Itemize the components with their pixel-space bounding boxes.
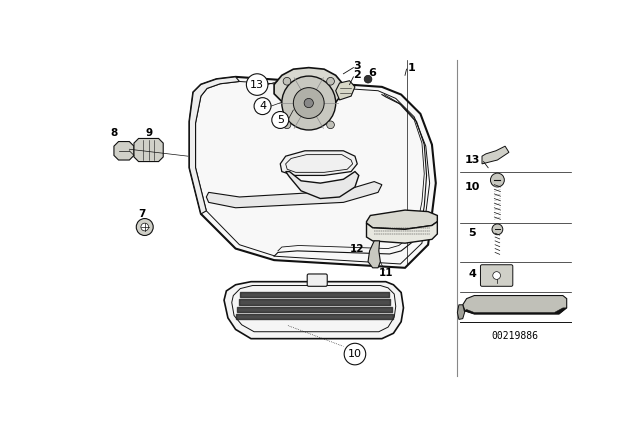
Polygon shape: [368, 241, 380, 268]
Polygon shape: [189, 77, 436, 268]
Text: 6: 6: [369, 68, 376, 78]
Text: 10: 10: [348, 349, 362, 359]
Circle shape: [254, 98, 271, 115]
Polygon shape: [274, 68, 344, 109]
Text: 2: 2: [353, 70, 361, 80]
FancyBboxPatch shape: [307, 274, 327, 286]
Polygon shape: [482, 146, 509, 164]
Polygon shape: [134, 138, 163, 162]
Polygon shape: [458, 305, 465, 319]
Text: 4: 4: [259, 101, 266, 111]
Text: 9: 9: [146, 128, 153, 138]
Polygon shape: [367, 210, 437, 229]
Text: 7: 7: [138, 209, 145, 219]
Circle shape: [283, 121, 291, 129]
FancyBboxPatch shape: [481, 265, 513, 286]
Polygon shape: [189, 77, 239, 214]
Circle shape: [136, 219, 153, 236]
Circle shape: [326, 78, 334, 85]
Circle shape: [493, 271, 500, 280]
Text: 5: 5: [276, 115, 284, 125]
Circle shape: [364, 75, 372, 83]
Circle shape: [492, 224, 503, 235]
Polygon shape: [206, 181, 382, 208]
Circle shape: [490, 173, 504, 187]
Text: 8: 8: [110, 128, 118, 138]
Polygon shape: [336, 81, 355, 100]
Circle shape: [141, 223, 148, 231]
Circle shape: [283, 78, 291, 85]
Text: 13: 13: [464, 155, 479, 165]
Text: 13: 13: [250, 80, 264, 90]
Circle shape: [246, 74, 268, 95]
Polygon shape: [464, 308, 566, 314]
Polygon shape: [463, 296, 566, 314]
Circle shape: [304, 99, 314, 108]
Text: 12: 12: [350, 244, 365, 254]
Circle shape: [272, 112, 289, 129]
Circle shape: [326, 121, 334, 129]
Text: 4: 4: [468, 269, 476, 279]
Circle shape: [282, 76, 336, 130]
Circle shape: [344, 343, 365, 365]
Circle shape: [293, 88, 324, 118]
Text: 1: 1: [407, 63, 415, 73]
Text: 3: 3: [353, 61, 361, 71]
Polygon shape: [367, 222, 437, 243]
Text: 11: 11: [378, 268, 393, 278]
Text: 10: 10: [464, 182, 479, 192]
Text: 5: 5: [468, 228, 476, 238]
Text: 00219886: 00219886: [492, 331, 539, 340]
Polygon shape: [114, 142, 134, 160]
Polygon shape: [280, 151, 357, 176]
Polygon shape: [224, 282, 403, 339]
Polygon shape: [285, 172, 359, 198]
